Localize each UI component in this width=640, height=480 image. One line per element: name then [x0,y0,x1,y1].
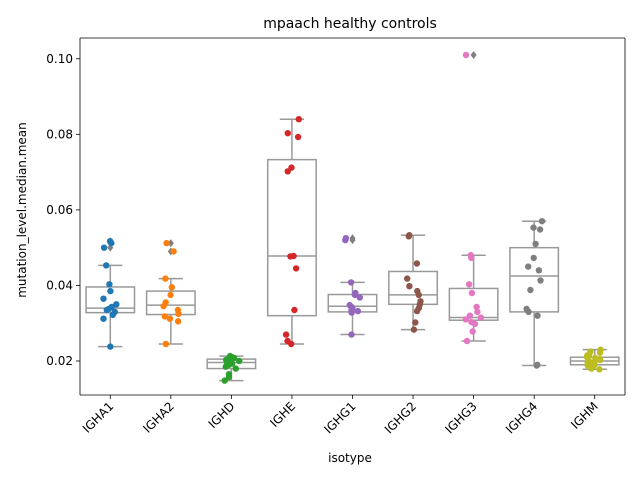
data-point [103,306,111,314]
y-tick-label: 0.04 [46,278,73,292]
y-tick-label: 0.06 [46,203,73,217]
data-point [107,287,114,295]
data-point [471,320,479,328]
data-point [525,263,532,270]
data-point [106,281,113,288]
data-point [466,312,474,319]
data-point [404,275,411,282]
data-point [225,373,233,381]
data-point [288,340,295,348]
data-point [162,340,170,348]
data-point [462,316,469,323]
data-point [236,357,243,365]
data-point [294,133,302,141]
data-point [527,286,534,294]
data-point [166,315,174,322]
data-point [597,356,604,364]
data-point [354,307,362,315]
box-iqr [388,270,439,306]
data-point [347,279,355,286]
data-point [295,116,302,123]
box-iqr [145,290,196,316]
data-point [167,291,174,299]
data-point [530,254,537,262]
data-point [221,377,228,384]
x-axis-label: isotype [328,451,372,465]
data-point [162,275,169,282]
data-point [469,328,476,335]
data-point [170,248,177,255]
data-point [222,363,229,370]
data-point [100,244,108,251]
data-point [538,218,546,225]
data-point [532,240,539,248]
data-point [232,365,239,372]
y-tick-label: 0.10 [46,52,73,66]
box-flier [167,239,174,248]
data-point [291,306,298,314]
data-point [410,326,418,333]
data-point [413,260,421,267]
data-point [412,319,419,326]
data-point [342,236,349,244]
box-flier [470,51,477,59]
data-point [588,365,595,372]
data-point [465,281,473,288]
y-tick-label: 0.08 [46,127,73,141]
data-point [533,362,540,369]
data-point [284,130,291,137]
data-point [596,366,603,373]
data-point [284,168,291,175]
data-point [292,265,300,272]
data-point [536,226,544,233]
data-point [596,349,604,356]
data-point [530,224,537,231]
data-point [161,313,168,320]
data-point [477,314,485,321]
box-iqr [509,246,560,313]
chart-title: mpaach healthy controls [263,16,437,32]
data-point [175,310,182,317]
data-point [163,239,170,247]
data-point [462,51,470,59]
data-point [348,331,355,338]
data-point [537,277,544,284]
data-point [463,337,471,345]
data-point [348,309,355,316]
data-point [109,311,117,319]
data-point [406,283,413,290]
data-point [160,303,167,310]
data-point [413,307,421,315]
data-point [107,343,114,350]
data-point [534,312,541,319]
data-point [103,262,110,269]
data-point [174,318,182,325]
data-point [405,233,412,240]
data-point [535,267,543,274]
data-point [282,331,290,338]
data-point [351,291,359,299]
data-point [415,291,422,299]
data-point [100,295,107,302]
box-flier [349,236,356,245]
data-point [356,294,363,301]
data-point [108,239,115,247]
data-point [168,284,175,291]
data-point [100,315,107,322]
data-point [473,303,480,311]
data-point [287,253,294,260]
box-iqr [266,158,317,317]
data-point [468,254,475,262]
data-point [525,308,532,316]
data-point [474,308,481,316]
y-tick-label: 0.02 [46,354,73,368]
data-point [468,289,476,297]
y-axis-label: mutation_level.median.mean [15,122,29,298]
